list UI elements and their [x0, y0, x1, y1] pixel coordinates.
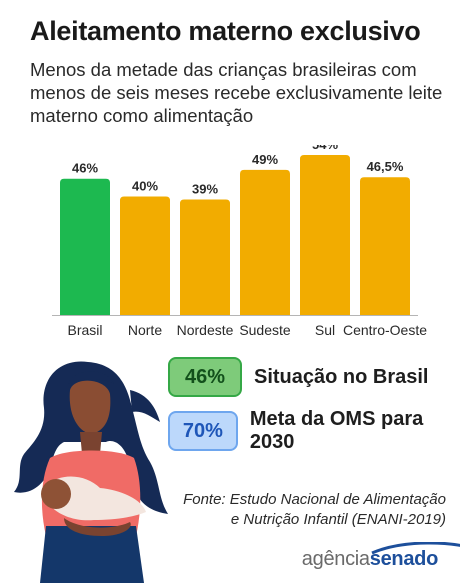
legend-brasil: 46% Situação no Brasil: [168, 357, 429, 397]
mother-breastfeeding-illustration: [14, 361, 168, 583]
head-shape: [68, 371, 114, 454]
logo-arc-icon: [371, 542, 460, 554]
source-line-1: Fonte: Estudo Nacional de Alimentação: [183, 491, 446, 508]
source-line-2: e Nutrição Infantil (ENANI-2019): [230, 511, 446, 528]
category-label-sudeste: Sudeste: [239, 322, 291, 338]
value-label-nordeste: 39%: [192, 181, 218, 196]
category-label-sul: Sul: [315, 322, 335, 338]
bar-brasil: [60, 178, 110, 315]
logo-text-senado: senado: [369, 548, 439, 570]
value-label-brasil: 46%: [72, 161, 98, 176]
value-label-centro-oeste: 46,5%: [367, 159, 404, 174]
bar-centro-oeste: [360, 177, 410, 315]
legend-brasil-label: Situação no Brasil: [254, 365, 429, 388]
logo-text-agencia: agência: [301, 548, 370, 570]
category-label-norte: Norte: [128, 322, 162, 338]
chart-subtitle: Menos da metade das crianças brasileiras…: [30, 58, 450, 127]
subtitle-line-3: materno como alimentação: [30, 105, 254, 126]
bar-norte: [120, 196, 170, 315]
legend-brasil-value: 46%: [168, 357, 242, 397]
subtitle-line-1: Menos da metade das crianças brasileiras…: [30, 59, 417, 80]
category-label-centro-oeste: Centro-Oeste: [343, 322, 427, 338]
chart-title: Aleitamento materno exclusivo: [30, 16, 421, 46]
legend-oms-value: 70%: [168, 411, 238, 451]
baby-shape: [41, 476, 146, 536]
subtitle-line-2: menos de seis meses recebe exclusivament…: [30, 82, 443, 103]
bar-sudeste: [240, 169, 290, 315]
value-label-norte: 40%: [132, 178, 158, 193]
category-label-brasil: Brasil: [67, 322, 102, 338]
legend-oms-label: Meta da OMS para 2030: [249, 408, 424, 453]
bar-nordeste: [180, 199, 230, 315]
value-label-sudeste: 49%: [252, 152, 278, 167]
value-label-sul: 54%: [312, 145, 338, 152]
bar-chart: 46% Brasil 40% Norte 39% Nordeste 49% Sudeste 54…: [52, 145, 427, 338]
bar-sul: [300, 155, 350, 315]
source-note: Fonte: Estudo Nacional de Alimentação e …: [183, 490, 446, 530]
category-label-nordeste: Nordeste: [177, 322, 234, 338]
agencia-senado-logo: agênciasenado: [301, 542, 460, 571]
legend-oms: 70% Meta da OMS para 2030: [168, 408, 460, 454]
